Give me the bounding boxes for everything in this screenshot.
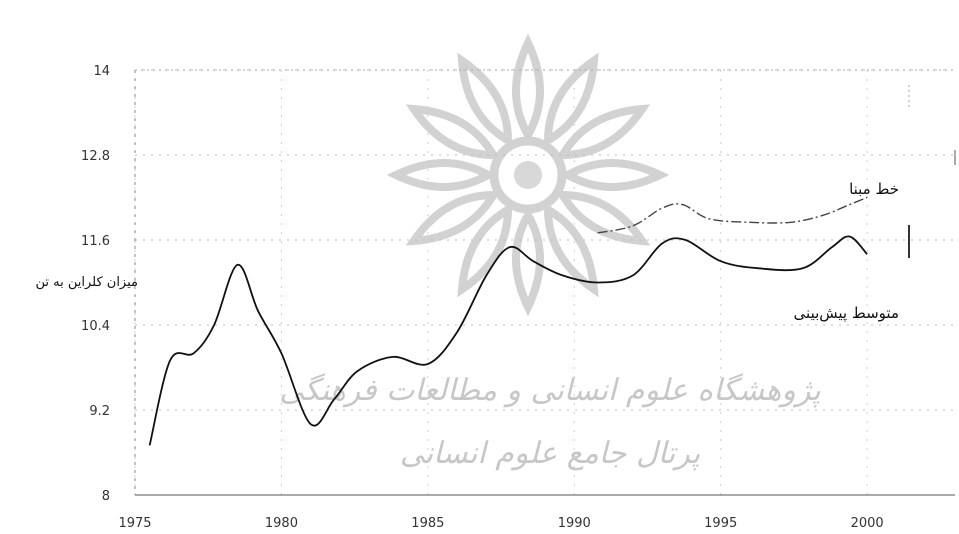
- series-lines: [148, 196, 868, 446]
- rosette-petal: [543, 202, 599, 298]
- rosette-petal: [555, 104, 651, 160]
- y-tick-labels: 14 12.8 11.6 10.4 9.2 8: [81, 64, 110, 504]
- x-tick-label: 2000: [851, 516, 884, 531]
- y-tick-label: 9.2: [89, 404, 110, 419]
- rosette-petal: [559, 159, 670, 191]
- rosette-petal: [386, 159, 497, 191]
- watermark-rosette: [386, 33, 670, 317]
- x-tick-labels: 1975 1980 1985 1990 1995 2000: [118, 516, 883, 531]
- series-label-forecast: متوسط پیش‌بینی: [794, 304, 899, 323]
- y-tick-label: 8: [102, 489, 110, 504]
- y-axis-label: میزان کلراین به تن: [35, 275, 138, 290]
- y-tick-label: 14: [93, 64, 110, 79]
- rosette-petal: [555, 190, 651, 246]
- rosette-petal: [457, 52, 513, 148]
- y-tick-label: 12.8: [81, 149, 110, 164]
- x-tick-label: 1990: [558, 516, 591, 531]
- rosette-petal: [405, 104, 501, 160]
- rosette-petal: [405, 190, 501, 246]
- x-tick-label: 1995: [704, 516, 737, 531]
- range-bar: [908, 85, 956, 258]
- x-tick-label: 1975: [118, 516, 151, 531]
- rosette-petal: [512, 206, 544, 317]
- series-label-baseline: خط مبنا: [849, 180, 899, 198]
- axes: [134, 69, 955, 496]
- y-tick-label: 10.4: [81, 319, 110, 334]
- x-tick-label: 1985: [411, 516, 444, 531]
- grid: [134, 69, 955, 495]
- series-line-baseline: [597, 196, 868, 234]
- rosette-petal: [543, 52, 599, 148]
- x-tick-label: 1980: [265, 516, 298, 531]
- rosette-petal: [512, 33, 544, 144]
- y-tick-label: 11.6: [81, 234, 110, 249]
- series-line-forecast: [148, 235, 868, 446]
- watermark-text-2: پرتال جامع علوم انسانی: [400, 436, 700, 471]
- watermark: پژوهشگاه علوم انسانی و مطالعات فرهنگی پر…: [279, 33, 821, 471]
- watermark-text-1: پژوهشگاه علوم انسانی و مطالعات فرهنگی: [279, 373, 821, 408]
- rosette-petal: [457, 202, 513, 298]
